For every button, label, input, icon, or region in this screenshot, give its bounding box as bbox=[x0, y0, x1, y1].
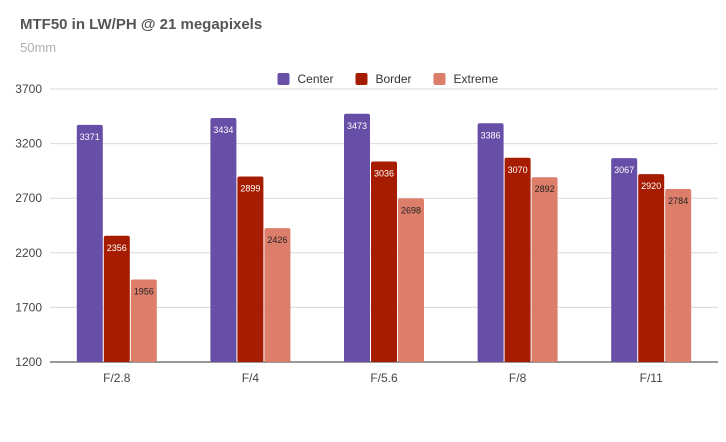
y-tick-label: 3700 bbox=[15, 82, 42, 96]
legend-swatch bbox=[277, 73, 290, 85]
legend-swatch bbox=[355, 73, 368, 85]
bar-data-label: 1956 bbox=[134, 286, 154, 296]
legend-label: Border bbox=[376, 72, 412, 86]
bar-data-label: 3386 bbox=[481, 130, 501, 140]
bar bbox=[264, 228, 291, 362]
legend-label: Extreme bbox=[454, 72, 499, 86]
bar-data-label: 3371 bbox=[80, 132, 100, 142]
bar bbox=[76, 124, 103, 362]
bar bbox=[103, 235, 130, 362]
bar-data-label: 2892 bbox=[535, 184, 555, 194]
bar bbox=[371, 161, 397, 362]
bar-data-label: 3434 bbox=[213, 125, 233, 135]
y-tick-label: 1200 bbox=[15, 355, 42, 369]
bar bbox=[237, 176, 264, 362]
y-tick-label: 2700 bbox=[15, 191, 42, 205]
y-tick-label: 2200 bbox=[15, 246, 42, 260]
bar-data-label: 2356 bbox=[107, 243, 127, 253]
chart-subtitle: 50mm bbox=[20, 40, 57, 55]
bar bbox=[504, 157, 531, 362]
y-tick-label: 1700 bbox=[15, 300, 42, 314]
bar-data-label: 2899 bbox=[240, 183, 260, 193]
x-tick-label: F/4 bbox=[242, 371, 260, 385]
x-tick-label: F/5.6 bbox=[370, 371, 398, 385]
x-tick-label: F/2.8 bbox=[103, 371, 131, 385]
x-tick-label: F/11 bbox=[640, 371, 663, 385]
chart-title: MTF50 in LW/PH @ 21 megapixels bbox=[20, 16, 263, 33]
bar-data-label: 2920 bbox=[641, 181, 661, 191]
bar-data-label: 3473 bbox=[347, 121, 367, 131]
bar-data-label: 3036 bbox=[374, 169, 394, 179]
bar bbox=[531, 177, 558, 362]
bar bbox=[130, 279, 157, 362]
bar bbox=[210, 118, 237, 362]
x-tick-label: F/8 bbox=[509, 371, 527, 385]
bar bbox=[398, 198, 424, 362]
bar-data-label: 3070 bbox=[508, 165, 528, 175]
bar-data-label: 2698 bbox=[401, 205, 421, 215]
bar bbox=[344, 113, 370, 363]
legend-swatch bbox=[433, 73, 446, 85]
bar-data-label: 2784 bbox=[668, 196, 688, 206]
legend-label: Center bbox=[298, 72, 334, 86]
bar-data-label: 3067 bbox=[614, 165, 634, 175]
y-tick-label: 3200 bbox=[15, 137, 42, 151]
bar bbox=[611, 158, 638, 362]
bar-data-label: 2426 bbox=[267, 235, 287, 245]
bar bbox=[477, 123, 504, 362]
bar bbox=[665, 189, 692, 362]
bar bbox=[638, 174, 665, 362]
